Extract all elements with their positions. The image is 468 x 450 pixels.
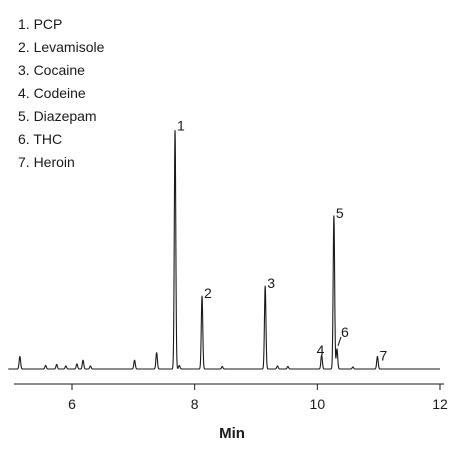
chromatogram-trace xyxy=(7,130,441,370)
peak-label-1: 1 xyxy=(177,118,185,134)
x-axis-ticks: 6 8 10 12 xyxy=(68,384,448,412)
legend-entry-5: 5. Diazepam xyxy=(18,108,97,124)
peak-label-4: 4 xyxy=(317,342,325,358)
x-axis-title: Min xyxy=(219,425,245,442)
x-tick-label-12: 12 xyxy=(432,396,448,412)
peak-label-5: 5 xyxy=(336,205,344,221)
legend-entry-7: 7. Heroin xyxy=(18,154,75,170)
legend-entry-4: 4. Codeine xyxy=(18,85,86,101)
peak-6-leader-line xyxy=(337,336,342,347)
peak-labels: 1 2 3 4 5 6 7 xyxy=(177,118,387,364)
compound-legend: 1. PCP 2. Levamisole 3. Cocaine 4. Codei… xyxy=(18,16,105,170)
x-tick-label-6: 6 xyxy=(68,396,76,412)
legend-entry-2: 2. Levamisole xyxy=(18,39,105,55)
peak-label-2: 2 xyxy=(204,285,212,301)
legend-entry-1: 1. PCP xyxy=(18,16,62,32)
peak-label-3: 3 xyxy=(267,275,275,291)
x-tick-label-8: 8 xyxy=(191,396,199,412)
legend-entry-3: 3. Cocaine xyxy=(18,62,85,78)
legend-entry-6: 6. THC xyxy=(18,131,62,147)
peak-label-6: 6 xyxy=(341,324,349,340)
peak-label-7: 7 xyxy=(379,347,387,363)
x-tick-label-10: 10 xyxy=(310,396,326,412)
